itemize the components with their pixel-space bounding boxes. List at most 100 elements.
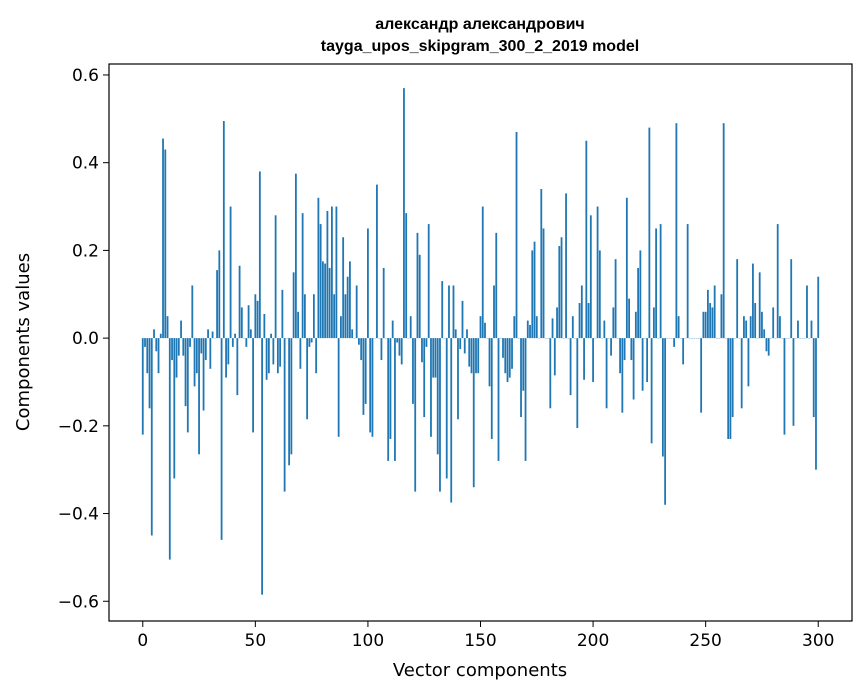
bar-component-164: [511, 338, 513, 369]
y-tick-label: 0.0: [72, 329, 99, 349]
bar-component-283: [779, 316, 781, 339]
bar-component-206: [605, 338, 608, 409]
bar-component-276: [763, 329, 766, 339]
x-tick-label: 0: [137, 631, 148, 651]
bar-component-123: [418, 254, 421, 339]
y-tick-label: 0.4: [72, 154, 99, 174]
bar-component-26: [200, 338, 203, 354]
y-tick-label: 0.2: [72, 241, 99, 261]
bar-component-69: [297, 311, 300, 339]
bar-component-4: [150, 338, 153, 536]
bar-component-68: [294, 173, 297, 339]
bar-component-237: [675, 123, 678, 339]
bar-component-60: [276, 338, 279, 374]
bar-component-252: [709, 303, 712, 339]
bar-component-9: [162, 138, 164, 339]
bar-component-22: [191, 285, 194, 339]
bar-component-161: [504, 338, 507, 374]
bar-component-220: [637, 267, 640, 339]
bar-component-158: [497, 338, 500, 461]
bar-component-81: [324, 263, 327, 339]
bar-component-102: [371, 338, 374, 437]
bar-component-62: [281, 289, 284, 339]
bar-component-231: [661, 338, 664, 457]
bar-component-79: [319, 224, 322, 339]
bar-component-277: [765, 338, 768, 352]
bar-component-212: [619, 338, 621, 374]
bar-component-230: [659, 224, 662, 339]
bar-component-76: [312, 294, 315, 339]
bar-component-209: [612, 307, 615, 339]
bar-component-44: [240, 307, 243, 339]
bar-component-82: [326, 210, 329, 339]
bar-component-39: [229, 206, 232, 339]
bar-component-17: [180, 320, 182, 339]
bar-component-25: [198, 338, 200, 455]
bar-component-285: [783, 338, 786, 435]
bar-component-43: [238, 265, 241, 339]
bar-component-98: [362, 338, 365, 415]
bar-component-175: [535, 316, 538, 339]
bar-component-12: [168, 338, 171, 560]
bar-component-289: [792, 338, 795, 426]
bar-component-208: [610, 338, 612, 356]
bar-component-61: [279, 338, 282, 367]
bar-component-154: [488, 338, 491, 387]
bar-component-275: [761, 311, 763, 339]
y-tick-label: −0.2: [58, 417, 99, 437]
bar-component-14: [173, 338, 176, 479]
bar-component-71: [301, 213, 304, 339]
bar-component-20: [186, 338, 189, 433]
bar-component-13: [171, 338, 173, 361]
plot-frame: [108, 63, 853, 622]
bar-component-269: [747, 338, 750, 387]
y-tick-label: −0.4: [58, 505, 99, 525]
bar-component-203: [598, 250, 601, 339]
bar-component-278: [767, 338, 770, 356]
bar-component-288: [790, 259, 793, 339]
bar-component-96: [358, 338, 360, 345]
bar-component-106: [380, 338, 383, 361]
bar-component-23: [193, 338, 196, 387]
bar-component-47: [247, 305, 250, 339]
bar-component-119: [409, 316, 412, 339]
bar-component-130: [434, 338, 437, 378]
bar-component-5: [153, 329, 155, 339]
bar-component-248: [700, 338, 703, 413]
bar-component-122: [416, 232, 419, 339]
bar-component-182: [551, 318, 554, 339]
bar-component-100: [367, 228, 369, 339]
bar-component-217: [630, 338, 633, 361]
bar-component-40: [231, 338, 234, 347]
bar-component-53: [261, 338, 263, 595]
bar-component-242: [686, 224, 689, 339]
bar-component-216: [628, 298, 630, 339]
bar-component-99: [364, 338, 367, 404]
bar-component-117: [405, 213, 408, 339]
bar-component-271: [752, 263, 754, 339]
bar-component-107: [382, 267, 385, 339]
bar-component-156: [493, 285, 495, 339]
x-tick-label: 300: [802, 631, 834, 651]
x-tick-label: 100: [352, 631, 384, 651]
bar-component-127: [427, 224, 430, 339]
bar-component-168: [520, 338, 522, 418]
bar-component-36: [222, 121, 225, 339]
y-axis-label: Components values: [13, 253, 34, 431]
bar-component-15: [175, 338, 178, 378]
bar-component-21: [189, 338, 191, 347]
bar-component-63: [283, 338, 286, 492]
bar-component-78: [317, 197, 320, 339]
bar-component-124: [421, 338, 423, 363]
bar-component-171: [526, 320, 529, 339]
bar-component-145: [468, 338, 471, 367]
bar-component-170: [524, 338, 527, 461]
bar-component-135: [445, 338, 448, 479]
bar-component-28: [204, 338, 207, 361]
bar-component-147: [472, 338, 475, 488]
bar-component-162: [506, 338, 509, 382]
bar-component-196: [583, 338, 585, 380]
x-tick-label: 250: [689, 631, 721, 651]
bar-component-95: [355, 285, 358, 339]
bar-component-11: [166, 316, 169, 339]
